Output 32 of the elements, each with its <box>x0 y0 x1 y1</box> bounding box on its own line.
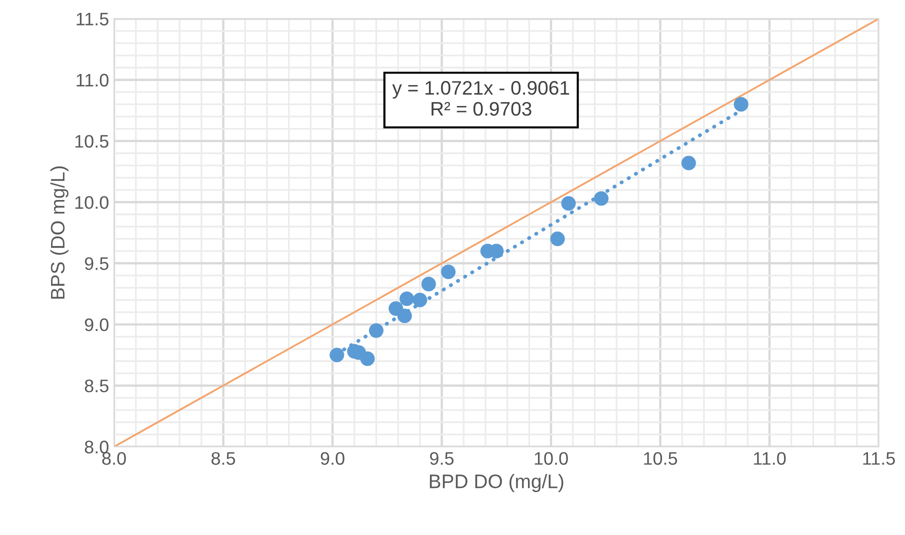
x-tick-label: 10.0 <box>534 452 568 465</box>
x-axis-title: BPD DO (mg/L) <box>430 474 564 492</box>
y-tick-label: 10.5 <box>75 134 108 148</box>
y-tick-label: 8.0 <box>84 440 108 454</box>
point <box>421 276 436 292</box>
x-tick-label: 9.5 <box>430 452 454 465</box>
x-tick-label: 10.5 <box>644 452 678 465</box>
point <box>594 191 609 206</box>
point <box>561 196 576 211</box>
point <box>330 348 344 362</box>
y-tick-label: 9.5 <box>84 257 108 270</box>
x-tick-label: 11.0 <box>754 452 786 465</box>
point <box>441 264 456 280</box>
x-tick-label: 9.0 <box>320 452 344 465</box>
x-tick-label: 8.5 <box>212 452 236 465</box>
x-tick-label: 11.5 <box>863 452 895 465</box>
y-tick-label: 11.5 <box>76 12 108 26</box>
point <box>397 308 412 324</box>
y-tick-label: 8.5 <box>84 380 108 392</box>
point <box>368 323 384 338</box>
x-tick-label: 8.0 <box>102 452 126 465</box>
point <box>550 232 565 246</box>
y-tick-label: 10.0 <box>75 196 108 209</box>
point <box>412 292 428 308</box>
point <box>400 291 414 306</box>
y-tick-label: 9.0 <box>84 318 108 332</box>
y-tick-label: 11.0 <box>76 74 108 87</box>
point <box>360 351 375 366</box>
point <box>734 97 748 112</box>
point <box>681 156 696 170</box>
annotation: y = 1.0721x - 0.9061 R² = 0.9703 <box>392 81 570 116</box>
y-axis-title: BPS (DO mg/L) <box>50 166 68 299</box>
